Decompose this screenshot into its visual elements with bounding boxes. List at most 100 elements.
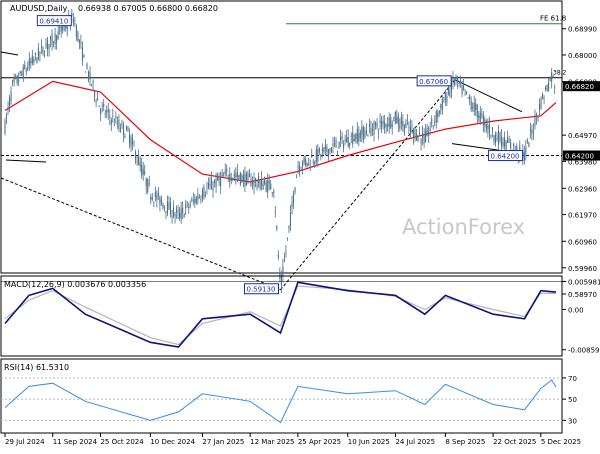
moving-average-line (4, 80, 557, 183)
candle-body (180, 208, 182, 219)
time-axis: 29 Jul 2024 11 Sep 2024 25 Oct 2024 10 Dec … (4, 433, 581, 446)
candle-body (86, 63, 88, 69)
candle-body (12, 80, 14, 83)
time-tick-label: 12 Mar 2025 (250, 438, 294, 446)
chart-ohlc-label: 0.66938 0.67005 0.66800 0.66820 (78, 4, 218, 13)
candle-body (516, 145, 518, 154)
candle-body (132, 138, 134, 145)
candle-body (33, 58, 35, 63)
candle-body (109, 116, 111, 118)
candle-body (332, 143, 334, 147)
candle-body (549, 77, 551, 81)
candle-body (22, 66, 24, 80)
candle-body (531, 129, 533, 134)
candle-body (162, 203, 164, 209)
candle-body (340, 136, 342, 141)
macd-main-line (4, 281, 557, 348)
candle-body (145, 178, 147, 187)
candle-body (165, 211, 167, 213)
candle-body (244, 174, 246, 186)
candle-body (438, 110, 440, 114)
candle-body (80, 42, 82, 44)
candle-body (387, 123, 389, 127)
candle-body (258, 175, 260, 184)
candle-body (505, 141, 507, 150)
candle-body (546, 84, 548, 91)
candle-body (434, 121, 436, 123)
candle-body (217, 175, 219, 181)
price-candles (4, 8, 556, 294)
candle-body (499, 132, 501, 141)
candle-body (147, 178, 149, 193)
candle-body (333, 143, 336, 145)
candle-body (51, 33, 53, 46)
candle-body (437, 112, 439, 118)
candle-body (411, 125, 413, 127)
high-label-067060-box (416, 75, 452, 87)
price-tick-label: 0.60960 (568, 238, 597, 246)
candle-body (118, 119, 120, 129)
candle-body (525, 147, 527, 154)
candle-body (456, 76, 459, 83)
candle-body (484, 119, 486, 126)
candle-body (185, 204, 187, 209)
candle-body (400, 116, 402, 125)
candle-body (174, 214, 176, 217)
candle-body (338, 141, 340, 149)
candle-body (235, 174, 237, 178)
low-label-059130-box (244, 283, 279, 295)
candle-body (391, 123, 393, 127)
candle-body (229, 173, 231, 182)
candle-body (422, 133, 424, 138)
macd-panel: MACD(12,26,9) 0.003676 0.003356 0.005981… (0, 275, 600, 357)
candle-body (156, 195, 158, 200)
candle-body (283, 259, 285, 261)
candle-body (417, 135, 419, 141)
candle-body (419, 132, 421, 135)
candle-body (92, 80, 94, 83)
candle-body (221, 173, 223, 176)
candle-body (493, 135, 495, 142)
candle-body (83, 54, 85, 58)
candle-body (127, 127, 129, 131)
candle-body (538, 104, 541, 110)
candle-body (303, 157, 305, 162)
candle-body (218, 177, 220, 181)
candle-body (317, 149, 319, 161)
candle-body (432, 125, 434, 126)
candle-body (415, 134, 418, 141)
candle-body (214, 180, 216, 184)
candle-body (370, 127, 372, 136)
price-tick-label: 0.68990 (568, 26, 597, 34)
high-label-067060: 0.67060 (419, 78, 448, 86)
candle-body (296, 177, 298, 179)
candle-body (390, 117, 392, 128)
candle-body (526, 140, 528, 142)
candle-body (449, 91, 451, 96)
candle-body (552, 76, 554, 77)
candle-body (267, 180, 269, 193)
candle-body (335, 139, 337, 148)
candle-body (157, 192, 159, 196)
candle-body (352, 132, 354, 145)
candle-body (253, 179, 255, 187)
candle-body (510, 142, 512, 149)
candle-body (297, 167, 299, 169)
macd-tick-label: 0.00 (568, 306, 584, 314)
candle-body (72, 18, 74, 23)
low-label-064200: 0.64200 (491, 153, 520, 161)
candle-body (444, 93, 446, 101)
candle-body (473, 102, 475, 112)
current-price-tag-box (563, 81, 600, 92)
candle-body (139, 162, 141, 167)
candle-body (388, 117, 390, 128)
candle-body (481, 113, 483, 115)
candle-body (393, 117, 395, 119)
candle-body (169, 202, 172, 214)
macd-tick-label: -0.00859 (568, 347, 599, 355)
candle-body (324, 144, 326, 150)
candle-body (409, 126, 411, 132)
candle-body (9, 97, 11, 107)
time-tick-label: 25 Apr 2025 (298, 438, 341, 446)
